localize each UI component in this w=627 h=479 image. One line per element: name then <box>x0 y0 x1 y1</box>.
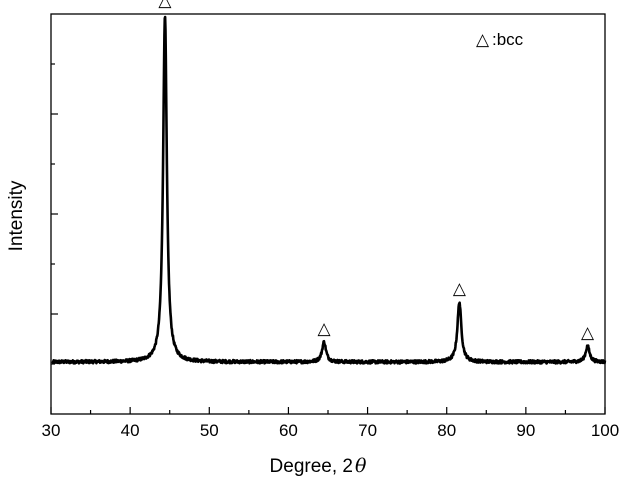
x-tick-label: 30 <box>42 421 61 440</box>
xrd-pattern-line <box>53 17 605 363</box>
x-tick-label: 80 <box>437 421 456 440</box>
peak-markers: △ △ △ △ <box>158 0 595 342</box>
legend-label: :bcc <box>492 30 524 49</box>
peak-marker: △ <box>581 323 595 342</box>
y-axis-title: Intensity <box>6 180 27 251</box>
x-axis-title-text: Degree, 2 <box>270 456 353 477</box>
peak-marker: △ <box>158 0 172 10</box>
x-axis-ticks: 30 40 50 60 70 80 90 100 <box>42 407 620 440</box>
peak-marker: △ <box>453 279 467 298</box>
legend: △ :bcc <box>476 30 524 49</box>
y-axis-ticks <box>51 64 58 364</box>
x-axis-title: Degree, 2θ <box>270 455 367 477</box>
series-group <box>53 17 605 363</box>
legend-marker: △ <box>476 30 490 49</box>
x-tick-label: 70 <box>358 421 377 440</box>
x-tick-label: 50 <box>200 421 219 440</box>
x-tick-label: 100 <box>591 421 619 440</box>
theta-symbol: θ <box>355 455 367 477</box>
x-tick-label: 40 <box>121 421 140 440</box>
peak-marker: △ <box>318 319 332 338</box>
x-tick-label: 90 <box>516 421 535 440</box>
x-tick-label: 60 <box>279 421 298 440</box>
